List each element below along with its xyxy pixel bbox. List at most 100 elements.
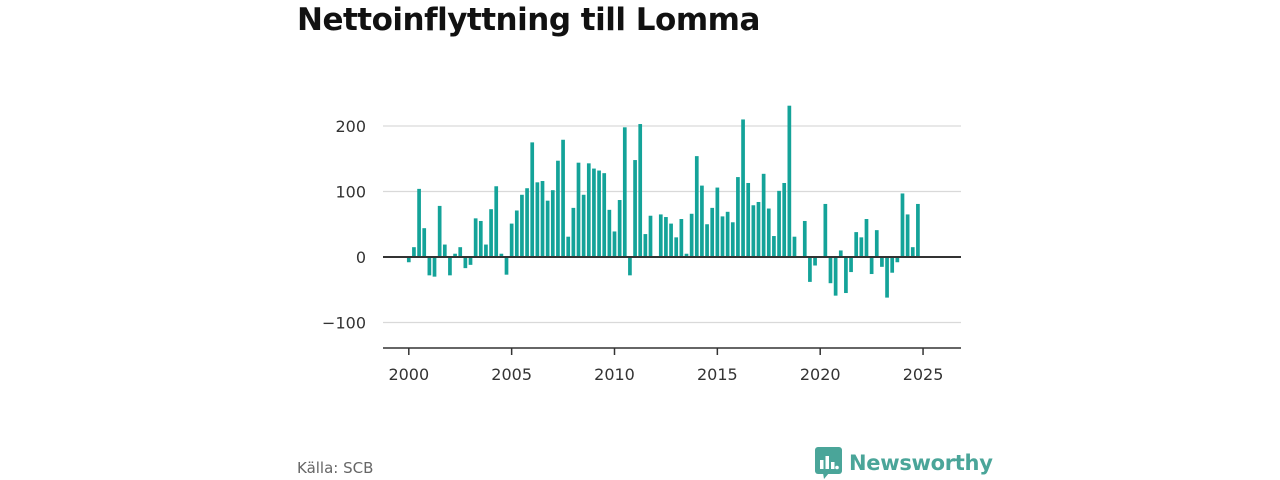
bar <box>612 231 617 257</box>
bar <box>808 257 812 282</box>
bar <box>597 170 601 257</box>
bar <box>880 257 884 267</box>
bar <box>442 244 447 257</box>
axes: −100 0 100 200 2000 2005 2010 2015 2020 2025 <box>322 117 961 384</box>
bar <box>689 213 694 257</box>
bar <box>602 173 607 257</box>
bar <box>684 253 689 257</box>
bar <box>586 163 591 257</box>
bar <box>535 182 540 257</box>
bar <box>514 210 519 257</box>
bar <box>766 208 771 257</box>
bar <box>561 139 565 257</box>
bar <box>736 177 740 257</box>
bar <box>751 205 756 257</box>
brand-logo: Newsworthy <box>815 447 993 479</box>
y-tick-label: 0 <box>356 248 366 267</box>
y-tick-label: 100 <box>335 183 366 202</box>
bar <box>520 194 524 257</box>
gridlines <box>383 125 961 324</box>
bar <box>499 253 504 257</box>
bar <box>504 257 509 275</box>
bar <box>705 224 709 257</box>
bar-chart-speech-bubble-icon <box>815 447 842 479</box>
bar <box>725 211 730 257</box>
bar <box>478 220 483 257</box>
bar <box>885 257 889 298</box>
brand-name: Newsworthy <box>849 451 993 475</box>
chart-title: Nettoinflyttning till Lomma <box>297 2 760 38</box>
bar <box>525 188 529 257</box>
bar <box>844 257 848 294</box>
bar <box>509 223 514 257</box>
x-tick-label: 2010 <box>594 365 635 384</box>
bar <box>581 194 586 257</box>
x-tick-label: 2025 <box>903 365 944 384</box>
source-note: Källa: SCB <box>297 459 374 477</box>
bar <box>787 105 792 257</box>
bar <box>592 168 596 257</box>
x-tick-label: 2005 <box>491 365 532 384</box>
bar <box>746 182 751 257</box>
bar <box>756 201 761 257</box>
bar <box>890 257 895 273</box>
bar <box>900 193 905 257</box>
x-tick-label: 2015 <box>697 365 738 384</box>
bar <box>720 216 725 257</box>
bar <box>823 203 828 257</box>
bar <box>540 181 545 257</box>
bar <box>550 190 555 257</box>
bar <box>453 253 457 257</box>
bar <box>432 257 437 277</box>
bar <box>648 215 653 257</box>
bar <box>813 257 817 266</box>
bar <box>448 257 452 276</box>
bar <box>833 257 838 296</box>
bar <box>859 237 864 257</box>
bar <box>772 236 776 257</box>
bar <box>838 250 843 257</box>
bar <box>869 257 874 275</box>
bar <box>710 207 715 257</box>
bar <box>679 219 684 257</box>
bar <box>700 185 704 257</box>
bar <box>422 228 427 257</box>
bar <box>669 223 673 257</box>
bar <box>761 173 766 257</box>
y-tick-label: 200 <box>335 117 366 136</box>
bar <box>792 236 797 257</box>
x-tick-label: 2000 <box>388 365 429 384</box>
bar <box>489 209 493 257</box>
bar <box>664 217 668 257</box>
bar <box>895 257 900 263</box>
x-tick-label: 2020 <box>800 365 841 384</box>
bar <box>854 232 859 257</box>
bar <box>730 222 735 257</box>
bar <box>473 218 478 257</box>
bar <box>617 200 622 257</box>
bar <box>864 219 869 257</box>
bar <box>802 220 807 257</box>
y-tick-label: −100 <box>322 314 366 333</box>
bar <box>777 190 781 257</box>
bar <box>622 127 627 257</box>
bar <box>566 236 571 257</box>
bar <box>412 247 416 257</box>
bar <box>494 186 499 257</box>
bar <box>576 162 581 257</box>
bar-chart: −100 0 100 200 2000 2005 2010 2015 2020 2025 <box>322 105 961 384</box>
bar <box>694 156 699 257</box>
bar <box>916 203 920 257</box>
bar <box>484 244 488 257</box>
bar <box>674 237 679 257</box>
bar <box>628 257 632 276</box>
bar <box>643 234 648 257</box>
bar <box>715 187 720 257</box>
bar <box>417 188 421 257</box>
bar <box>406 257 411 263</box>
bar <box>910 247 915 257</box>
bar <box>849 257 853 273</box>
bar <box>658 214 663 257</box>
bar <box>437 205 442 257</box>
bar <box>530 142 535 257</box>
